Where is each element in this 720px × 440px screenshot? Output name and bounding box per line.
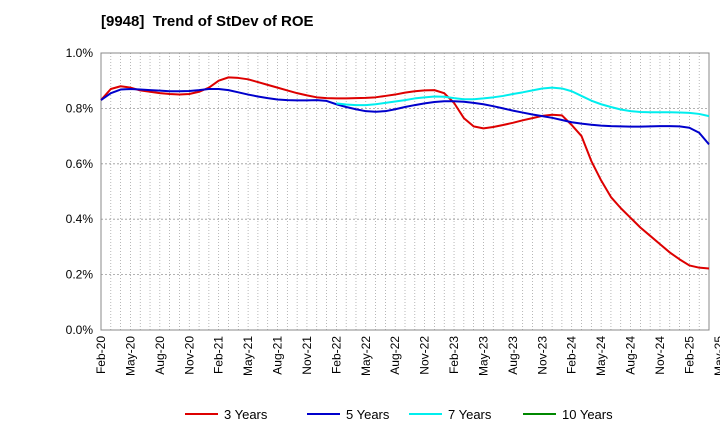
x-tick-label: May-21 xyxy=(241,336,255,376)
legend-label: 5 Years xyxy=(346,407,390,422)
x-tick-label: Nov-24 xyxy=(653,336,667,375)
x-tick-label: May-20 xyxy=(123,336,137,376)
x-tick-label: Nov-20 xyxy=(182,336,196,375)
x-tick-label: Aug-21 xyxy=(271,336,285,375)
legend-label: 7 Years xyxy=(448,407,492,422)
x-tick-label: Feb-21 xyxy=(212,336,226,374)
x-tick-label: May-22 xyxy=(359,336,373,376)
x-tick-label: Aug-22 xyxy=(388,336,402,375)
chart-title: [9948] Trend of StDev of ROE xyxy=(101,13,314,30)
x-tick-label: Feb-24 xyxy=(565,336,579,374)
y-tick-label: 0.0% xyxy=(66,323,94,337)
x-tick-label: May-24 xyxy=(594,336,608,376)
y-tick-label: 1.0% xyxy=(66,46,94,60)
x-tick-label: Aug-24 xyxy=(624,336,638,375)
y-tick-label: 0.4% xyxy=(66,212,94,226)
x-tick-label: Feb-20 xyxy=(94,336,108,374)
x-tick-label: Nov-23 xyxy=(535,336,549,375)
y-tick-label: 0.8% xyxy=(66,101,94,115)
x-tick-label: May-25 xyxy=(712,336,720,376)
x-tick-label: Nov-21 xyxy=(300,336,314,375)
x-tick-label: Feb-22 xyxy=(329,336,343,374)
legend-label: 10 Years xyxy=(562,407,613,422)
x-tick-label: Nov-22 xyxy=(418,336,432,375)
x-tick-label: Feb-25 xyxy=(682,336,696,374)
plot-frame xyxy=(100,52,710,331)
x-tick-label: May-23 xyxy=(476,336,490,376)
y-tick-label: 0.2% xyxy=(66,268,94,282)
y-tick-label: 0.6% xyxy=(66,157,94,171)
series-line-5-years xyxy=(100,88,710,146)
legend-label: 3 Years xyxy=(224,407,268,422)
x-tick-label: Feb-23 xyxy=(447,336,461,374)
x-tick-label: Aug-23 xyxy=(506,336,520,375)
x-tick-label: Aug-20 xyxy=(153,336,167,375)
series-line-7-years xyxy=(336,86,710,118)
